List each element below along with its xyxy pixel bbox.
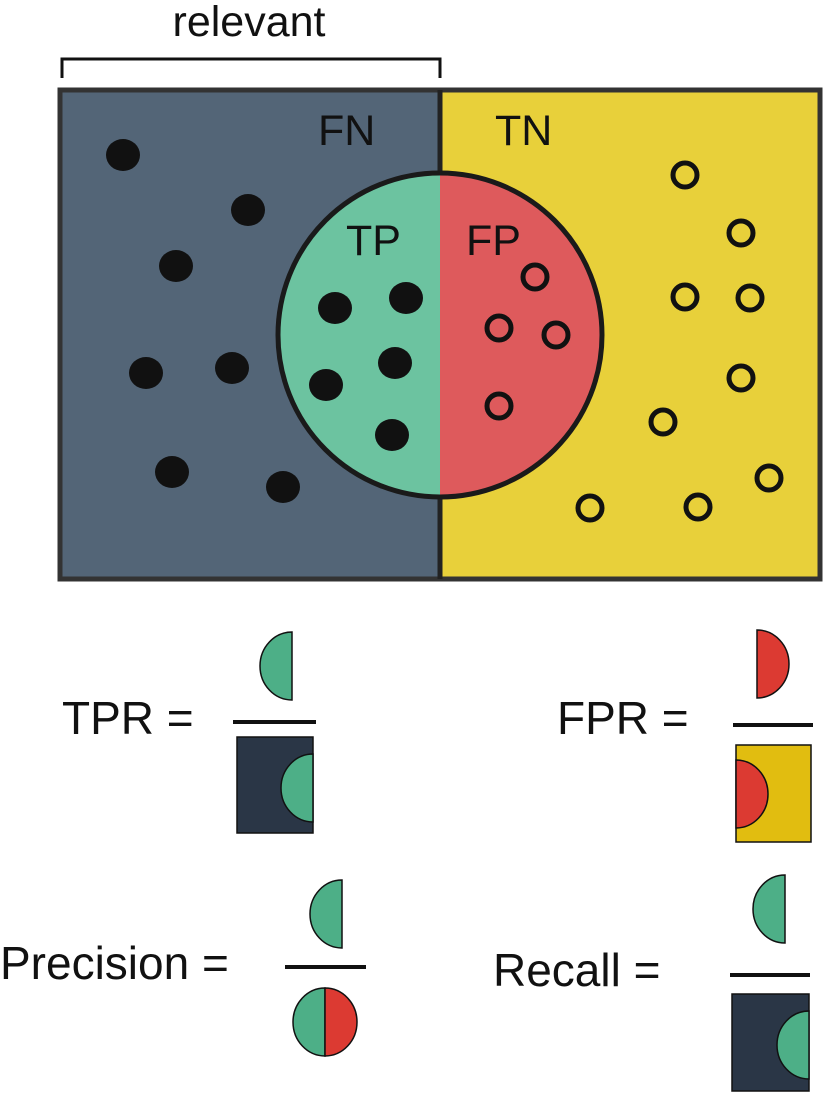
true-positive-dot (309, 369, 343, 401)
fpr-formula: FPR = (557, 629, 813, 843)
false-positive-circle (484, 313, 514, 343)
fpr-denominator-half-circle (735, 759, 769, 829)
true-negative-circle (648, 407, 678, 437)
tpr-numerator-half-circle (259, 631, 293, 701)
precision-formula: Precision = (0, 879, 366, 1057)
true-negative-circles (575, 160, 784, 523)
tpr-denominator-half-circle (280, 753, 314, 823)
precision-label: Precision = (0, 937, 229, 989)
true-negative-circle (670, 282, 700, 312)
false-negative-dot (215, 352, 249, 384)
true-negative-circle (726, 218, 756, 248)
true-positive-dot (389, 282, 423, 314)
tn-label: TN (495, 107, 552, 155)
false-positive-circle (484, 391, 514, 421)
false-negative-dots (106, 139, 300, 503)
true-negative-circle (754, 463, 784, 493)
relevant-label: relevant (173, 0, 326, 46)
true-positive-dots (309, 282, 423, 451)
precision-denominator-left-half (292, 987, 326, 1057)
recall-label: Recall = (493, 944, 660, 996)
true-positive-dot (378, 347, 412, 379)
true-positive-half-circle (278, 173, 440, 497)
precision-denominator-right-half (324, 987, 358, 1057)
true-negative-circle (670, 160, 700, 190)
fpr-numerator-half-circle (756, 629, 790, 699)
recall-numerator-half-circle (752, 874, 786, 944)
tpr-formula: TPR = (62, 631, 316, 834)
false-positive-circle (541, 320, 571, 350)
false-negative-dot (159, 250, 193, 282)
fp-label: FP (466, 217, 521, 265)
true-negative-circle (735, 283, 765, 313)
false-positive-circle (520, 262, 550, 292)
true-negative-circle (683, 492, 713, 522)
true-positive-dot (318, 292, 352, 324)
true-negative-circle (726, 363, 756, 393)
false-negative-dot (231, 194, 265, 226)
true-positive-dot (375, 419, 409, 451)
recall-denominator-half-circle (776, 1010, 810, 1080)
false-negative-dot (155, 456, 189, 488)
tpr-label: TPR = (62, 692, 194, 744)
tp-label: TP (346, 217, 401, 265)
false-negative-dot (106, 139, 140, 171)
false-negative-dot (129, 357, 163, 389)
true-negative-circle (575, 493, 605, 523)
selected-elements-circle (275, 170, 605, 500)
false-positive-circles (484, 262, 571, 421)
false-negative-dot (266, 471, 300, 503)
precision-numerator-half-circle (309, 879, 343, 949)
fn-label: FN (318, 107, 375, 155)
fpr-label: FPR = (557, 692, 689, 744)
relevant-bracket (60, 57, 442, 78)
false-positive-half-circle (440, 173, 602, 497)
recall-formula: Recall = (493, 874, 810, 1092)
